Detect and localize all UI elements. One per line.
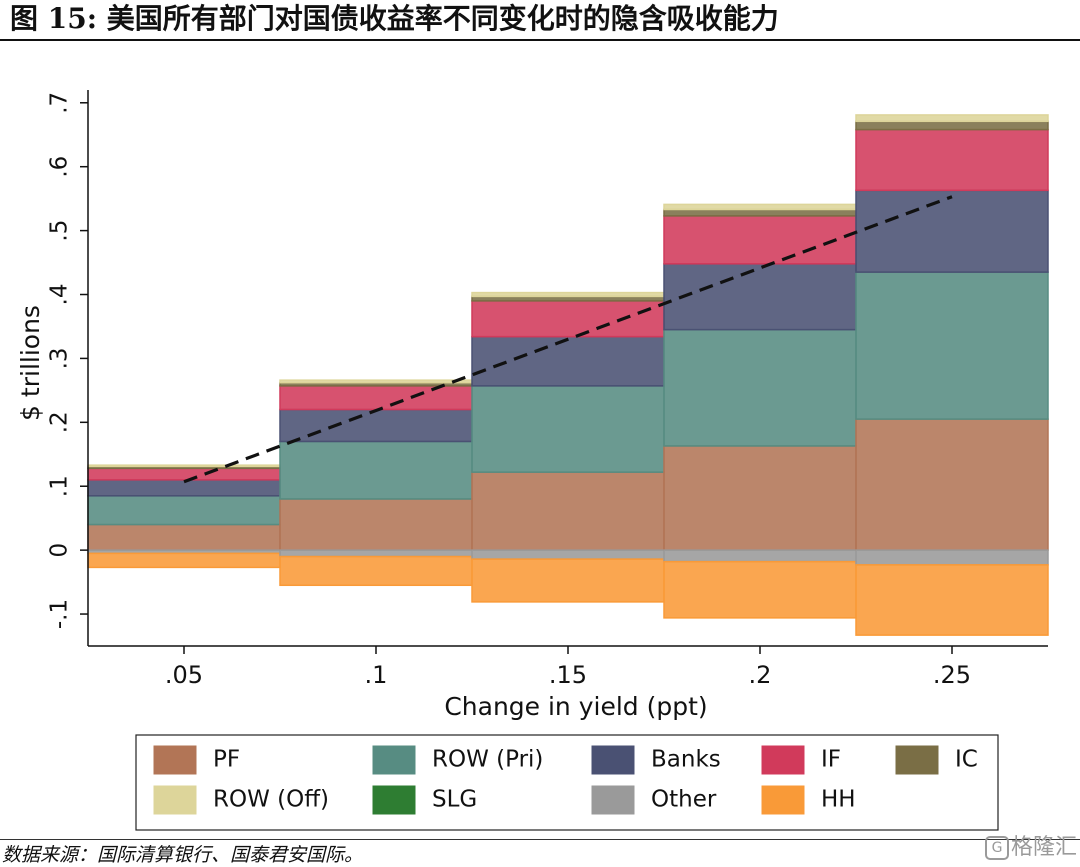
source-rule (0, 839, 1080, 840)
bar-other-2 (663, 549, 857, 563)
bar-pf-2 (663, 445, 857, 551)
bar-hh-1 (279, 555, 473, 587)
bar-banks-2 (663, 263, 857, 331)
title-rule (0, 39, 1080, 41)
y-axis-label: $ trillions (16, 305, 45, 421)
bar-row-pri-2 (663, 328, 857, 447)
bar-row-pri-25 (855, 271, 1049, 420)
trend-line-group (183, 195, 953, 484)
legend-label-pf: PF (213, 747, 240, 773)
bar-hh-25 (855, 564, 1049, 636)
bar-pf-25 (855, 418, 1049, 551)
y-tick-label: .1 (47, 475, 73, 497)
legend-box (135, 734, 999, 831)
bar-hh-05 (87, 552, 281, 569)
x-tick-label: .15 (549, 661, 587, 689)
source-note: 数据来源：国际清算银行、国泰君安国际。 (2, 844, 364, 866)
bar-pf-1 (279, 498, 473, 551)
legend-label-if: IF (821, 747, 841, 773)
bar-pf-15 (471, 471, 665, 551)
bar-banks-15 (471, 335, 665, 387)
legend-label-slg: SLG (432, 787, 477, 813)
y-tick-label: .5 (47, 220, 73, 242)
bar-if-25 (855, 128, 1049, 192)
legend-label-row-off: ROW (Off) (213, 787, 329, 813)
legend-swatch-row-pri (372, 745, 416, 775)
bars-group (87, 114, 1049, 636)
bar-row-pri-15 (471, 385, 665, 473)
legend-swatch-slg (372, 785, 416, 815)
bar-row-pri-05 (87, 495, 281, 526)
y-tick-label: .7 (47, 92, 73, 114)
bar-row-pri-1 (279, 440, 473, 500)
bar-if-05 (87, 467, 281, 481)
bar-row-off-15 (471, 291, 665, 298)
y-tick-label: .2 (47, 411, 73, 433)
y-tick-label: 0 (47, 543, 73, 558)
legend-label-other: Other (651, 787, 717, 813)
bar-other-15 (471, 549, 665, 560)
bar-if-2 (663, 215, 857, 265)
legend-swatch-banks (591, 745, 635, 775)
y-tick-label: .6 (47, 156, 73, 178)
trend-line (183, 195, 953, 484)
bar-ic-2 (663, 208, 857, 217)
bar-row-off-05 (87, 464, 281, 468)
bar-other-1 (279, 549, 473, 558)
legend-swatch-other (591, 785, 635, 815)
figure-title: 图 15: 美国所有部门对国债收益率不同变化时的隐含吸收能力 (10, 2, 779, 35)
y-tick-label: .4 (47, 284, 73, 306)
legend-label-row-pri: ROW (Pri) (432, 747, 543, 773)
bar-banks-05 (87, 479, 281, 497)
bar-row-off-25 (855, 114, 1049, 123)
legend-label-hh: HH (821, 787, 856, 813)
legend-swatch-hh (761, 785, 805, 815)
legend-label-ic: IC (955, 747, 978, 773)
watermark-text: 格隆汇 (1011, 835, 1078, 860)
legend-swatch-if (761, 745, 805, 775)
axes-group: -.1 0 .1 .2 .3 .4 .5 .6 .7 .05 .1 .15 .2 .25 Change in… (16, 90, 1048, 721)
bar-ic-25 (855, 120, 1049, 131)
legend-swatch-pf (153, 745, 197, 775)
watermark: G 格隆汇 (985, 829, 1077, 861)
x-axis-label: Change in yield (ppt) (444, 692, 707, 721)
bar-row-off-2 (663, 203, 857, 211)
legend-group: PF ROW (Pri) Banks IF IC ROW (Off) SLG Other HH (135, 734, 999, 831)
y-tick-label: -.1 (47, 599, 73, 629)
x-tick-label: .2 (749, 661, 772, 689)
y-tick-label: .3 (47, 347, 73, 369)
bar-row-off-1 (279, 379, 473, 384)
bar-hh-15 (471, 558, 665, 603)
x-tick-label: .25 (933, 661, 971, 689)
bar-other-25 (855, 549, 1049, 566)
bar-pf-05 (87, 523, 281, 551)
x-tick-label: .05 (165, 661, 203, 689)
bar-if-15 (471, 300, 665, 338)
legend-label-banks: Banks (651, 747, 721, 773)
bar-banks-25 (855, 189, 1049, 273)
legend-swatch-row-off (153, 785, 197, 815)
legend-swatch-ic (895, 745, 939, 775)
watermark-logo-icon: G (985, 836, 1009, 860)
x-tick-label: .1 (365, 661, 388, 689)
bar-if-1 (279, 385, 473, 411)
bar-hh-2 (663, 560, 857, 619)
